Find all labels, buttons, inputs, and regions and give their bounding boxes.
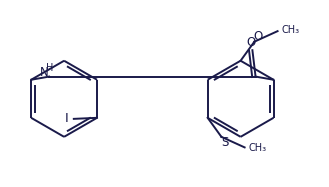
Text: H: H [46,63,54,73]
Text: CH₃: CH₃ [282,25,300,35]
Text: I: I [64,112,68,125]
Text: CH₃: CH₃ [249,143,267,154]
Text: S: S [221,136,229,149]
Text: O: O [247,36,256,49]
Text: O: O [253,30,263,43]
Text: N: N [39,66,48,79]
